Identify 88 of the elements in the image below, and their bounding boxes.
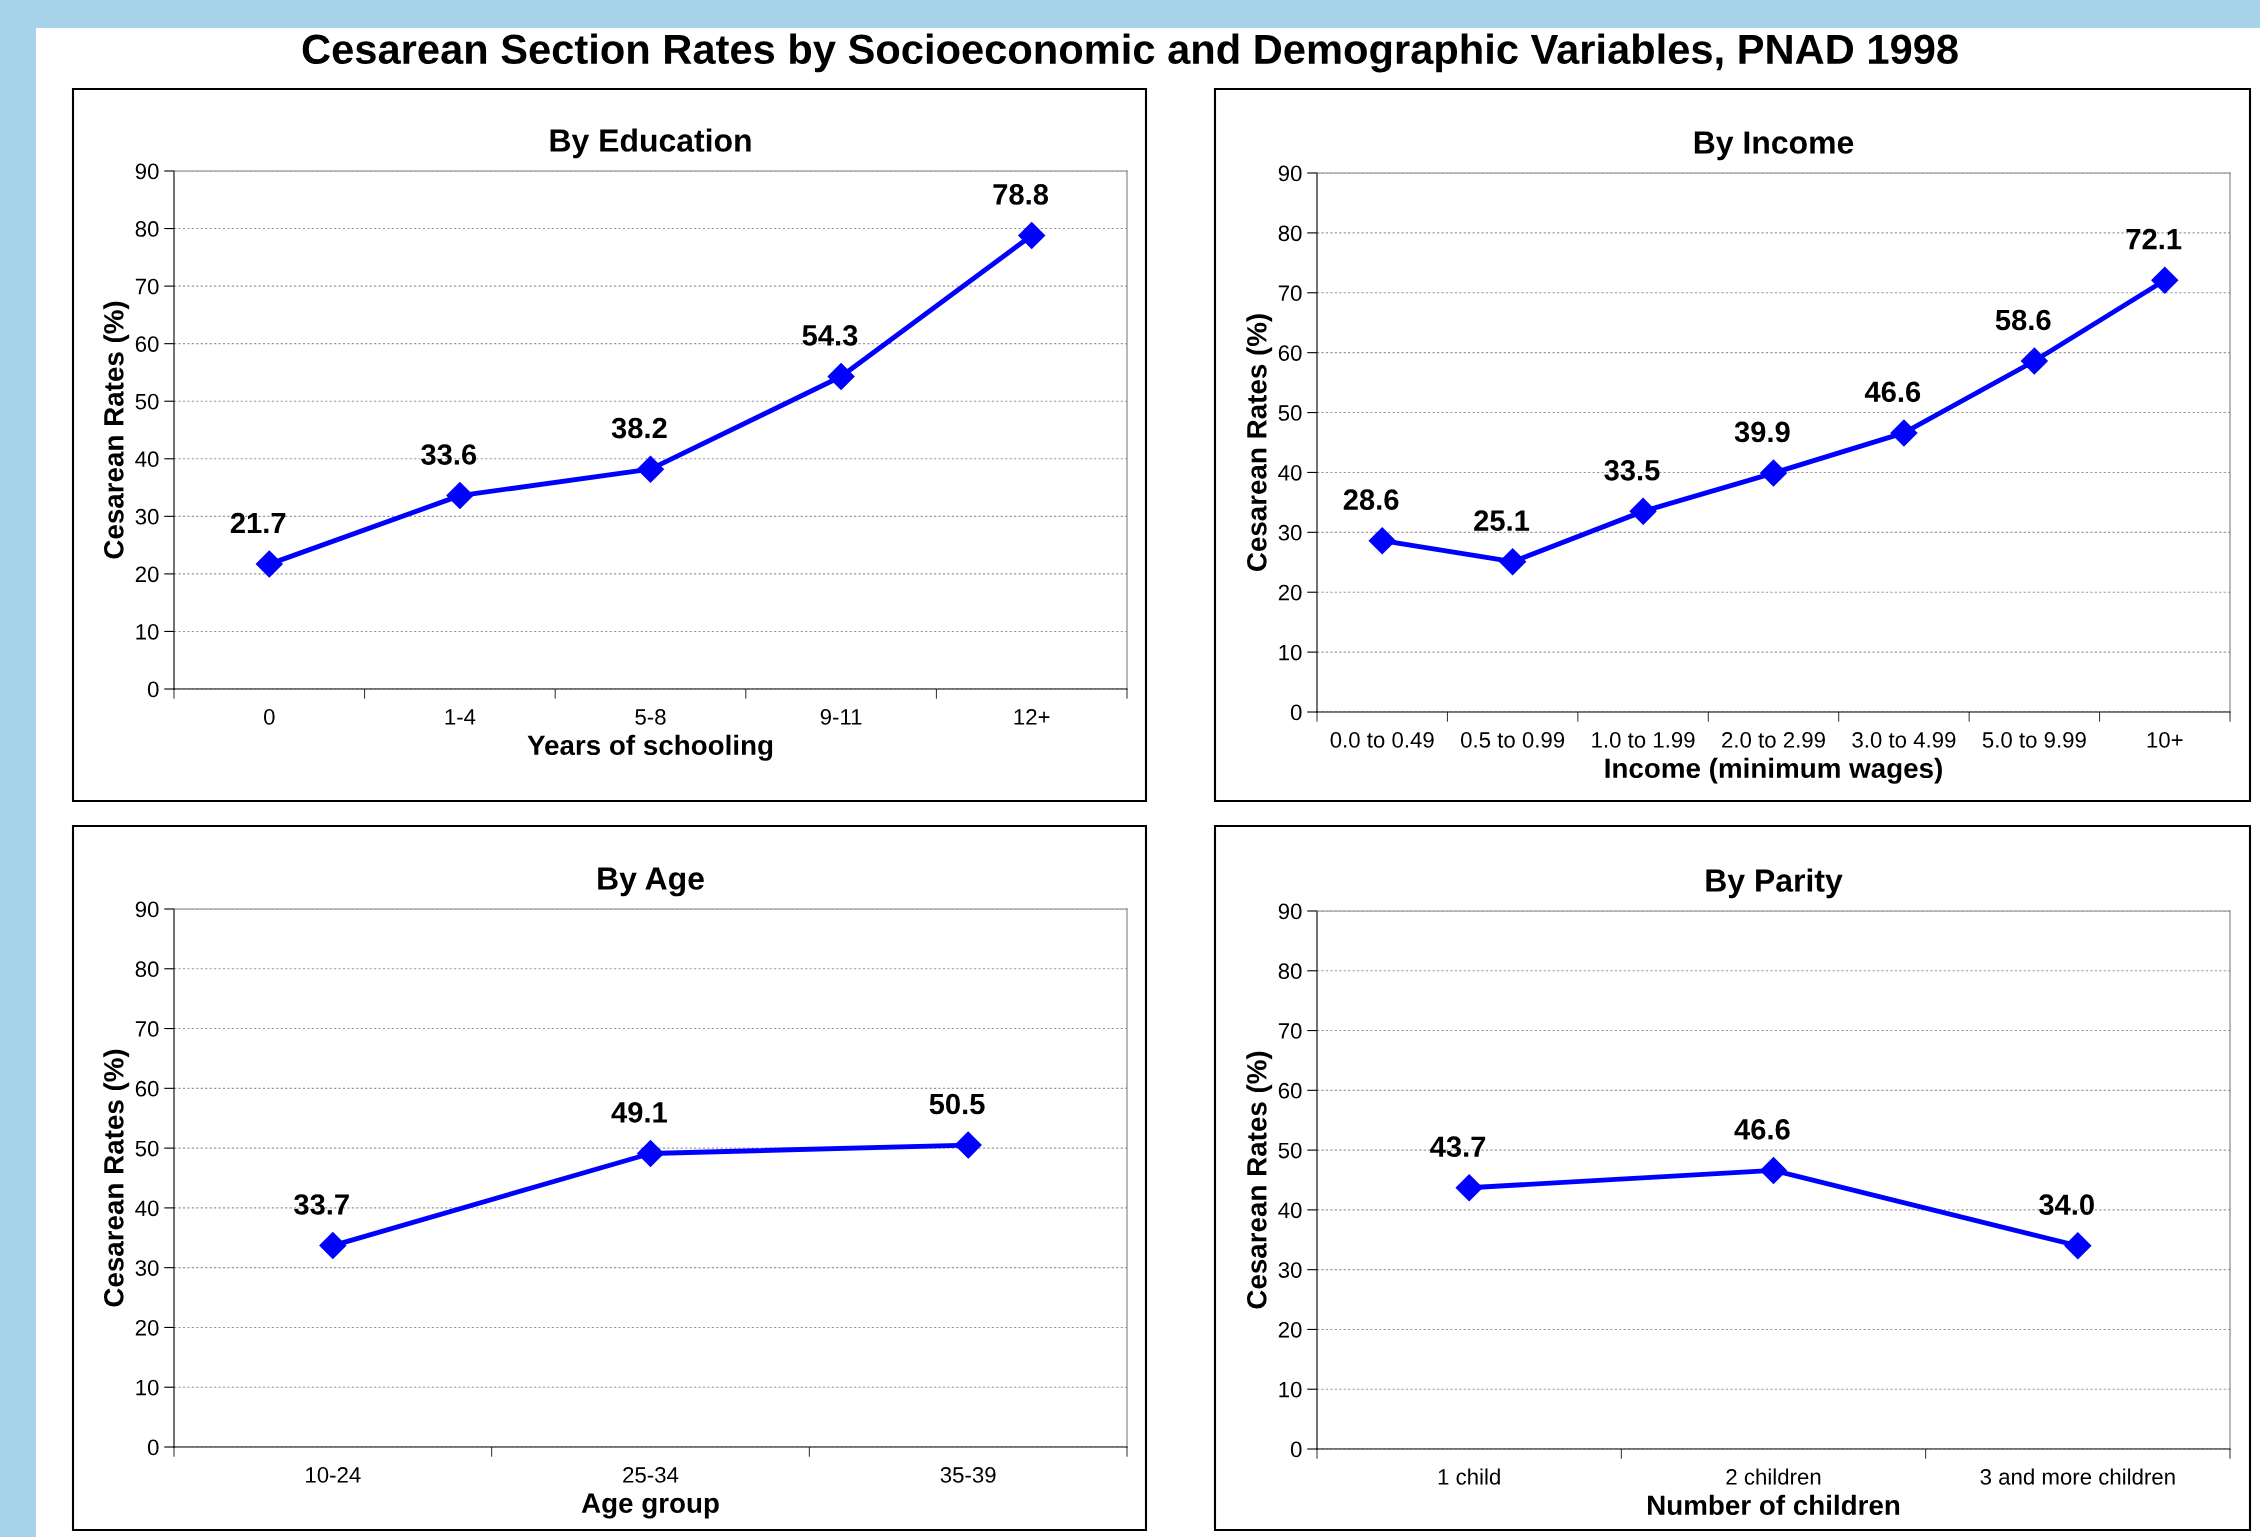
data-label: 33.6 (421, 444, 477, 465)
y-tick-label: 10 (136, 623, 159, 640)
y-tick-label: 80 (1278, 225, 1302, 242)
data-label: 43.7 (1430, 1136, 1486, 1158)
data-label: 25.1 (1474, 510, 1530, 531)
data-label: 33.5 (1604, 459, 1660, 481)
x-tick-label: 9-11 (820, 709, 862, 725)
y-axis-title: Cesarean Rates (%) (1246, 314, 1273, 572)
x-tick-label: 5.0 to 9.99 (1982, 732, 2086, 748)
x-tick-label: 3.0 to 4.99 (1852, 732, 1956, 748)
y-tick-label: 60 (1278, 345, 1302, 361)
y-tick-label: 40 (1278, 1202, 1302, 1219)
text: Cesarean Section Rates by Socioeconomic and Demographic Variables, PNAD 1998 (302, 33, 1958, 73)
y-tick-label: 70 (135, 278, 159, 295)
y-tick-label: 50 (135, 393, 159, 410)
y-tick-label: 10 (1279, 644, 1302, 661)
y-tick-label: 50 (135, 1140, 159, 1157)
y-tick-label: 30 (135, 508, 159, 525)
chart-title: By Age (598, 867, 704, 897)
y-tick-label: 90 (1278, 903, 1302, 920)
data-label: 46.6 (1864, 381, 1921, 403)
y-tick-label: 30 (1278, 1262, 1302, 1278)
y-tick-label: 50 (1278, 1142, 1302, 1159)
x-tick-label: 1 child (1438, 1468, 1500, 1485)
x-axis-title: Years of schooling (527, 734, 773, 761)
x-axis-title: Income (minimum wages) (1605, 757, 1942, 784)
y-tick-label: 80 (135, 221, 159, 237)
x-axis-title: Age group (581, 1493, 719, 1519)
y-tick-label: 70 (135, 1021, 159, 1037)
y-tick-label: 30 (135, 1260, 159, 1276)
y-tick-label: 60 (135, 1080, 159, 1097)
y-tick-label: 60 (135, 336, 159, 352)
x-tick-label: 2 children (1726, 1468, 1821, 1485)
y-tick-label: 0 (147, 681, 159, 698)
y-tick-label: 20 (135, 566, 159, 583)
y-tick-label: 0 (147, 1439, 159, 1456)
y-tick-label: 0 (1290, 1441, 1302, 1458)
y-axis-title: Cesarean Rates (%) (103, 301, 130, 559)
y-tick-label: 80 (1278, 963, 1302, 980)
x-tick-label: 2.0 to 2.99 (1722, 732, 1825, 748)
y-tick-label: 20 (1278, 1321, 1302, 1338)
data-label: 78.8 (993, 184, 1049, 205)
data-label: 58.6 (1995, 309, 2051, 331)
chart-title: By Parity (1706, 868, 1843, 899)
y-tick-label: 10 (1279, 1381, 1302, 1398)
y-tick-label: 80 (135, 961, 159, 978)
y-tick-label: 20 (135, 1319, 159, 1336)
data-label: 33.7 (294, 1194, 349, 1215)
y-tick-label: 20 (1278, 584, 1302, 601)
data-label: 38.2 (611, 417, 667, 439)
x-tick-label: 10-24 (306, 1467, 361, 1483)
x-tick-label: 3 and more children (1980, 1468, 2175, 1485)
y-tick-label: 60 (1278, 1082, 1302, 1099)
y-axis-title: Cesarean Rates (%) (1246, 1051, 1273, 1309)
y-tick-label: 90 (1278, 165, 1302, 182)
data-label: 39.9 (1734, 421, 1790, 443)
y-tick-label: 90 (135, 163, 159, 180)
x-tick-label: 5-8 (635, 709, 666, 725)
chart-title: By Income (1694, 131, 1854, 161)
x-tick-label: 10+ (2147, 732, 2183, 748)
x-tick-label: 0.5 to 0.99 (1461, 732, 1565, 748)
x-tick-label: 0.0 to 0.49 (1330, 732, 1434, 748)
y-tick-label: 40 (135, 1200, 159, 1217)
data-label: 46.6 (1734, 1119, 1790, 1140)
y-tick-label: 90 (135, 901, 159, 918)
data-label: 54.3 (802, 325, 858, 346)
x-tick-label: 35-39 (940, 1467, 996, 1483)
data-label: 72.1 (2126, 228, 2182, 250)
x-tick-label: 12+ (1014, 709, 1050, 725)
data-label: 28.6 (1343, 489, 1399, 510)
y-tick-label: 40 (135, 451, 159, 468)
data-label: 49.1 (611, 1102, 667, 1123)
x-axis-title: Number of children (1648, 1494, 1900, 1516)
y-tick-label: 50 (1278, 405, 1302, 421)
y-tick-label: 70 (1278, 1023, 1302, 1039)
y-tick-label: 70 (1278, 285, 1302, 302)
x-tick-label: 0 (263, 709, 275, 725)
y-tick-label: 10 (136, 1379, 159, 1396)
y-axis-title: Cesarean Rates (%) (103, 1049, 130, 1307)
data-label: 21.7 (230, 512, 286, 534)
data-label: 34.0 (2039, 1194, 2094, 1216)
chart-title: By Education (550, 128, 751, 159)
x-tick-label: 1-4 (445, 709, 476, 725)
y-tick-label: 40 (1278, 464, 1302, 481)
x-tick-label: 1.0 to 1.99 (1592, 732, 1695, 748)
y-tick-label: 30 (1278, 524, 1302, 541)
x-tick-label: 25-34 (623, 1467, 679, 1483)
data-label: 50.5 (929, 1093, 985, 1115)
